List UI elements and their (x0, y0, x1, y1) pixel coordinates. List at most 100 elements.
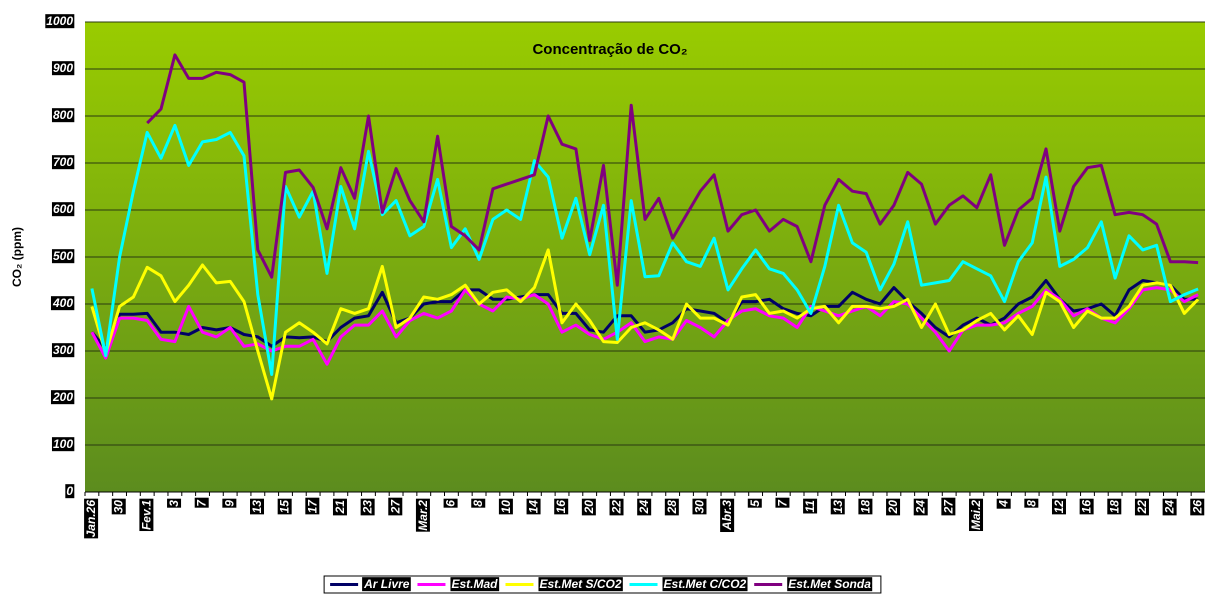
x-tick-label: 3 (167, 500, 181, 507)
x-tick-label: Abr.3 (720, 500, 734, 531)
x-tick-label-bg (1051, 498, 1066, 515)
y-tick-label-bg (50, 390, 75, 405)
x-tick-label: 16 (1080, 500, 1094, 514)
y-tick-label-bg (51, 155, 75, 170)
y-tick-label-group: 1000 (45, 14, 75, 29)
x-tick-label-group: 11 (803, 498, 818, 514)
series-line (90, 286, 1199, 366)
x-tick-label-bg (1162, 498, 1177, 516)
x-tick-label-group: Mar.2 (415, 498, 430, 532)
x-tick-label-group: 8 (1024, 498, 1039, 508)
legend-label: Est.Mad (451, 577, 498, 591)
x-tick-label: 26 (1190, 500, 1204, 515)
y-tick-label-bg (51, 249, 75, 264)
y-tick-label-group: 900 (51, 61, 75, 76)
x-tick-label-group: 28 (664, 498, 679, 516)
x-tick-label: Mar.2 (416, 500, 430, 531)
x-tick-label-group: 21 (332, 498, 347, 516)
x-tick-label-group: Mai.2 (969, 498, 984, 532)
x-tick-label-group: 14 (526, 498, 541, 515)
y-tick-label: 700 (53, 155, 73, 169)
y-tick-label-group: 500 (51, 249, 75, 264)
x-tick-label: 9 (222, 500, 236, 507)
x-tick-label: 7 (195, 499, 209, 507)
x-tick-label-group: 27 (941, 497, 956, 516)
x-tick-label-bg (1107, 498, 1122, 515)
y-tick-label-bg (51, 61, 75, 76)
y-tick-label-bg (65, 484, 75, 499)
x-tick-label-bg (305, 497, 320, 515)
x-tick-label-group: 7 (775, 497, 790, 508)
x-tick-label-group: 24 (913, 498, 928, 516)
x-tick-label-group: 16 (554, 498, 569, 515)
x-tick-label-bg (360, 498, 375, 516)
y-tick-label-group: 600 (51, 202, 75, 217)
x-tick-label: 24 (914, 500, 928, 515)
y-tick-label-group: 0 (65, 484, 75, 499)
x-tick-label-bg (1190, 498, 1205, 516)
x-tick-label: Jan.26 (84, 500, 98, 538)
x-tick-label: 28 (665, 500, 679, 515)
legend-label: Est.Met C/CO2 (664, 577, 747, 591)
x-tick-label-group: 17 (305, 497, 320, 515)
y-tick-label-bg (51, 343, 75, 358)
y-tick-label: 300 (53, 343, 73, 357)
x-tick-label-bg (167, 498, 182, 508)
x-tick-label-bg (996, 498, 1011, 509)
x-tick-label: 5 (748, 500, 762, 507)
x-tick-label-group: 22 (1134, 498, 1149, 516)
x-tick-label: 12 (1052, 500, 1066, 514)
x-tick-label-bg (775, 497, 790, 508)
legend-label-group: Est.Mad (450, 577, 500, 592)
x-tick-label-group: 4 (996, 498, 1011, 509)
y-tick-label-bg (50, 296, 75, 311)
x-tick-label: Fev.1 (139, 500, 153, 530)
x-tick-label: 21 (333, 500, 347, 515)
x-tick-label-group: 16 (1079, 498, 1094, 515)
series-line (90, 248, 1200, 401)
y-tick-label-group: 400 (50, 296, 75, 311)
x-tick-label: 17 (305, 499, 319, 514)
legend-label-bg (362, 577, 411, 592)
x-tick-label: 16 (554, 500, 568, 514)
x-tick-label-group: 26 (1190, 498, 1205, 516)
x-tick-label-bg (886, 498, 901, 516)
x-tick-label-bg (720, 498, 735, 533)
x-tick-label: 23 (361, 500, 375, 515)
x-tick-label-bg (581, 498, 596, 516)
legend-label-bg (787, 577, 873, 592)
x-tick-label-bg (250, 498, 265, 515)
y-tick-label-group: 200 (50, 390, 75, 405)
x-tick-label-bg (1024, 498, 1039, 508)
legend-label-group: Est.Met C/CO2 (662, 577, 748, 592)
x-tick-label-bg (664, 498, 679, 516)
series-line (90, 279, 1199, 351)
x-tick-label-group: 12 (1051, 498, 1066, 515)
x-tick-label: 11 (803, 500, 817, 513)
x-tick-label-group: 20 (886, 498, 901, 516)
y-tick-label: 0 (66, 484, 73, 498)
legend-label: Ar Livre (363, 577, 410, 591)
y-tick-label: 600 (53, 202, 73, 216)
legend-label: Est.Met Sonda (788, 577, 871, 591)
x-tick-label-bg (969, 498, 984, 532)
x-tick-label-group: 20 (581, 498, 596, 516)
x-tick-label-group: 13 (830, 498, 845, 515)
x-tick-label-bg (526, 498, 541, 515)
legend-label: Est.Met S/CO2 (539, 577, 621, 591)
y-tick-label-bg (51, 437, 75, 452)
x-tick-label-group: 10 (498, 498, 513, 515)
x-tick-label: 6 (444, 500, 458, 507)
x-tick-label: 13 (831, 500, 845, 514)
x-tick-label-bg (84, 498, 99, 539)
x-tick-label-bg (554, 498, 569, 515)
x-tick-label-bg (609, 498, 624, 516)
y-tick-label: 500 (53, 249, 73, 263)
x-tick-label-group: 5 (747, 498, 762, 508)
x-tick-label: 30 (692, 500, 706, 514)
x-tick-label-group: 13 (250, 498, 265, 515)
x-tick-label-group: 23 (360, 498, 375, 516)
x-tick-label-bg (498, 498, 513, 515)
x-tick-label: 27 (941, 499, 955, 515)
